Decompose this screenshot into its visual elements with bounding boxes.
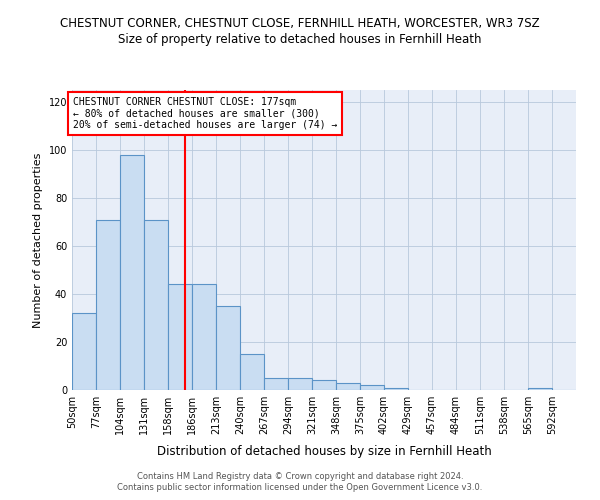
Bar [120,155,144,390]
Bar [96,220,120,390]
X-axis label: Distribution of detached houses by size in Fernhill Heath: Distribution of detached houses by size … [157,446,491,458]
Bar [288,378,312,390]
Bar [216,306,240,390]
Bar [384,388,408,390]
Bar [528,388,552,390]
Text: CHESTNUT CORNER CHESTNUT CLOSE: 177sqm
← 80% of detached houses are smaller (300: CHESTNUT CORNER CHESTNUT CLOSE: 177sqm ←… [73,97,337,130]
Bar [240,354,264,390]
Bar [192,284,216,390]
Bar [312,380,336,390]
Text: Size of property relative to detached houses in Fernhill Heath: Size of property relative to detached ho… [118,32,482,46]
Text: Contains public sector information licensed under the Open Government Licence v3: Contains public sector information licen… [118,484,482,492]
Text: Contains HM Land Registry data © Crown copyright and database right 2024.: Contains HM Land Registry data © Crown c… [137,472,463,481]
Bar [360,385,384,390]
Text: CHESTNUT CORNER, CHESTNUT CLOSE, FERNHILL HEATH, WORCESTER, WR3 7SZ: CHESTNUT CORNER, CHESTNUT CLOSE, FERNHIL… [60,18,540,30]
Bar [264,378,288,390]
Bar [168,284,192,390]
Bar [336,383,360,390]
Bar [144,220,168,390]
Y-axis label: Number of detached properties: Number of detached properties [33,152,43,328]
Bar [72,313,96,390]
